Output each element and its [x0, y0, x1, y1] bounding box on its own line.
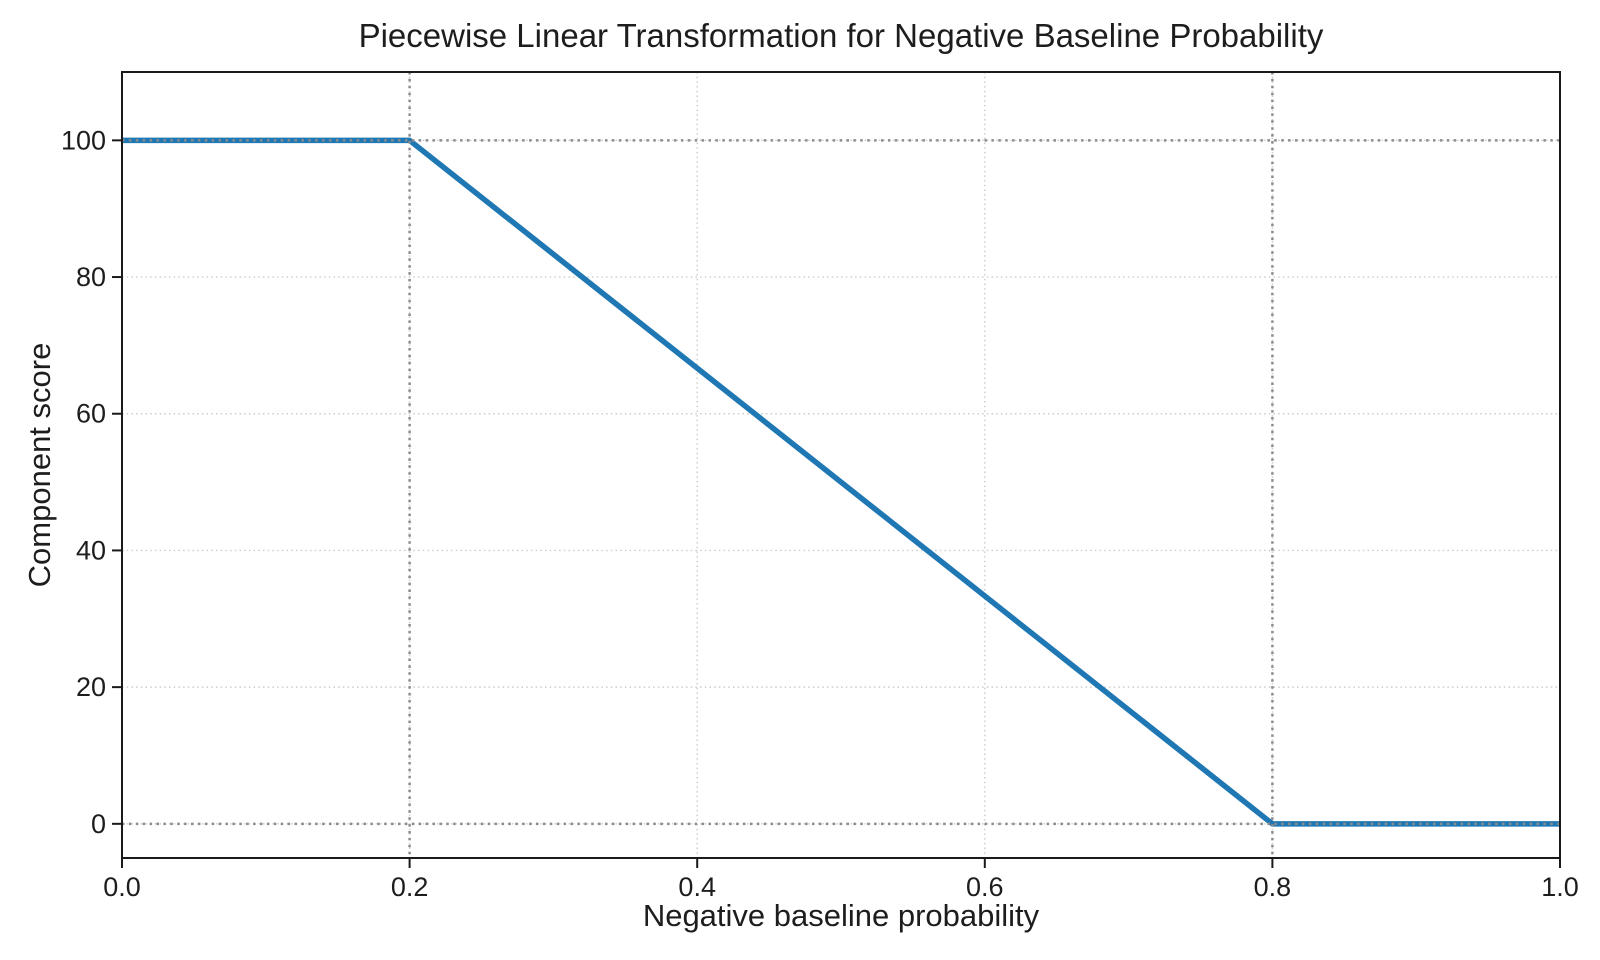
chart-title: Piecewise Linear Transformation for Nega… [358, 17, 1324, 54]
x-tick-label: 0.0 [103, 872, 141, 902]
x-axis-label: Negative baseline probability [642, 898, 1040, 933]
x-tick-label: 0.4 [678, 872, 716, 902]
x-tick-label: 0.2 [391, 872, 429, 902]
x-tick-label: 0.6 [966, 872, 1004, 902]
y-tick-label: 40 [76, 535, 106, 565]
y-tick-label: 80 [76, 262, 106, 292]
y-tick-label: 20 [76, 672, 106, 702]
plot-border [121, 71, 1561, 859]
y-tick-label: 60 [76, 399, 106, 429]
x-tick-label: 0.8 [1254, 872, 1292, 902]
y-axis-label: Component score [22, 342, 57, 588]
series-component-score [122, 137, 1560, 827]
x-tick-label: 1.0 [1541, 872, 1579, 902]
y-tick-label: 0 [91, 809, 106, 839]
y-tick-label: 100 [61, 125, 106, 155]
